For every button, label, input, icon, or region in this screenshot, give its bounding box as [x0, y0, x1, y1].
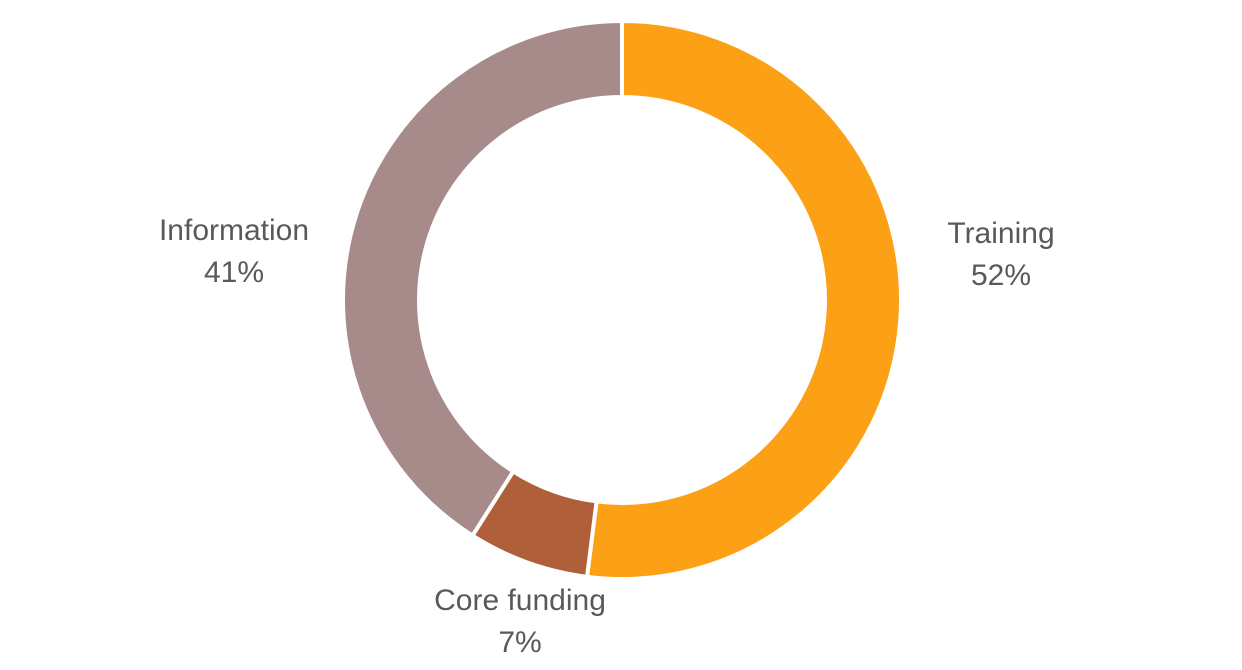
donut-slice-information: [341, 18, 624, 539]
slice-category-information: Information: [158, 214, 310, 247]
slice-percent-core-funding: 7%: [498, 626, 542, 659]
slice-label-information: Information 41%: [159, 210, 309, 294]
slice-percent-information: 41%: [203, 256, 265, 289]
slice-category-core-funding: Core funding: [434, 584, 606, 617]
donut-slice-training: [584, 18, 903, 581]
slice-category-training: Training: [947, 217, 1055, 250]
slice-percent-training: 52%: [970, 259, 1032, 292]
slice-label-training: Training 52%: [947, 213, 1054, 297]
slice-label-core-funding: Core funding 7%: [434, 580, 606, 664]
